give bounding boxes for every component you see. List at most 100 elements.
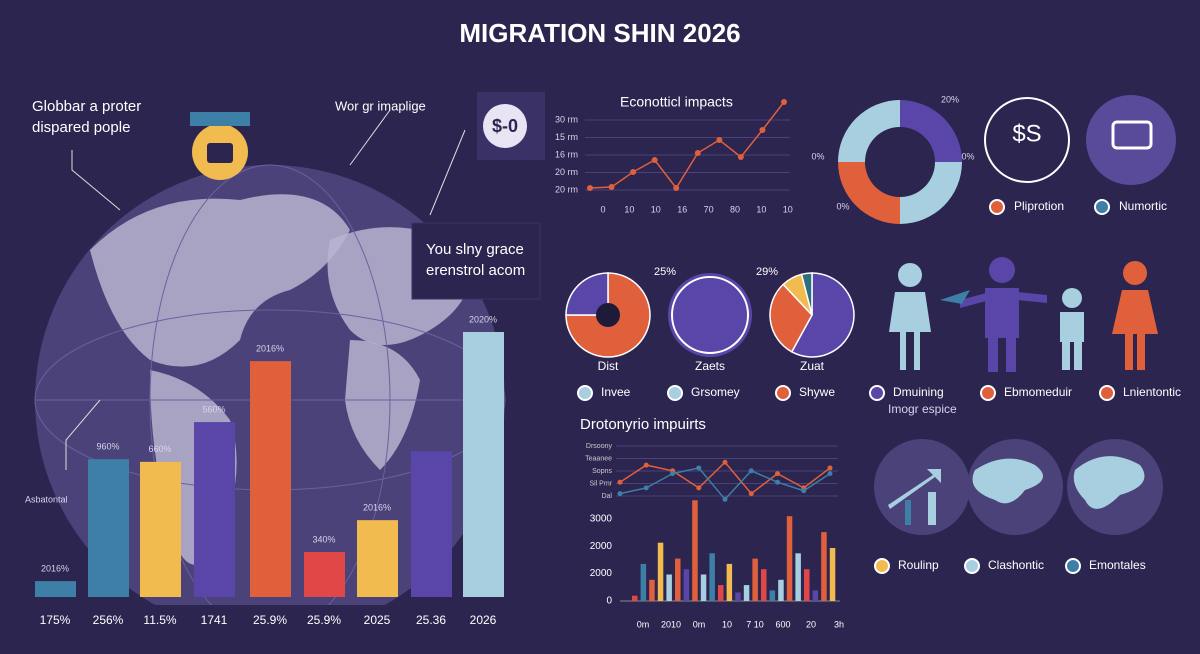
legend-dot bbox=[989, 199, 1005, 215]
point bbox=[617, 479, 623, 485]
x-label: 0m bbox=[637, 619, 650, 629]
legend-dot bbox=[577, 385, 593, 401]
y-label: 20 rm bbox=[555, 184, 578, 194]
x-label: 11.5% bbox=[143, 613, 176, 627]
point bbox=[827, 471, 833, 477]
bar bbox=[649, 579, 655, 601]
point bbox=[759, 127, 766, 133]
legend-dot bbox=[1065, 558, 1081, 574]
bar bbox=[140, 461, 181, 597]
bar bbox=[769, 590, 776, 601]
bar-label: 660% bbox=[148, 444, 171, 454]
bar-label: 2016% bbox=[363, 503, 391, 513]
legend-extra: Imogr espice bbox=[888, 402, 957, 416]
legend-dot bbox=[1094, 199, 1110, 215]
badge-text: $-0 bbox=[492, 116, 518, 136]
line-label: Teaanee bbox=[585, 455, 612, 462]
x-label: 16 bbox=[677, 204, 687, 214]
y-label: 30 rm bbox=[555, 114, 578, 124]
box-text: erenstrol acom bbox=[426, 262, 525, 279]
suitcase bbox=[207, 143, 233, 163]
point bbox=[827, 465, 833, 471]
bar bbox=[250, 361, 291, 597]
bar bbox=[726, 563, 733, 601]
point bbox=[643, 485, 649, 491]
bar bbox=[709, 553, 715, 601]
point bbox=[673, 185, 680, 191]
pie-label: Zuat bbox=[800, 359, 825, 373]
bar bbox=[304, 551, 345, 597]
x-label: 25.9% bbox=[307, 613, 341, 627]
callout-text: Globbar a proter bbox=[32, 98, 141, 115]
point bbox=[617, 491, 623, 497]
x-label: 10 bbox=[783, 204, 793, 214]
x-label: 3h bbox=[834, 619, 844, 629]
pie-slice bbox=[900, 100, 962, 162]
x-label: 10 bbox=[651, 204, 661, 214]
y-label: 20 rm bbox=[555, 167, 578, 177]
legend-dot bbox=[869, 385, 885, 401]
chart-title: Econotticl impacts bbox=[620, 94, 733, 110]
bar bbox=[463, 332, 504, 597]
bar bbox=[35, 581, 76, 597]
x-label: 600 bbox=[775, 619, 790, 629]
donut-label: 0% bbox=[836, 201, 849, 211]
legend-label: Pliprotion bbox=[1014, 199, 1064, 213]
y-label: 16 rm bbox=[555, 149, 578, 159]
point bbox=[748, 468, 754, 474]
line-label: Sopns bbox=[592, 468, 612, 475]
x-label: 7 10 bbox=[746, 619, 764, 629]
globe-label: Wor gr imaplige bbox=[335, 98, 426, 113]
pie-label: Zaets bbox=[695, 359, 725, 373]
legend-dot bbox=[1099, 385, 1115, 401]
pie-slice bbox=[800, 272, 813, 316]
pie-slice bbox=[838, 162, 900, 224]
bar-label: 960% bbox=[96, 442, 119, 452]
x-label: 1741 bbox=[201, 613, 228, 627]
legend-dot bbox=[775, 385, 791, 401]
legend-dot bbox=[874, 558, 890, 574]
bar bbox=[657, 542, 664, 601]
y-label: 0 bbox=[606, 596, 612, 607]
donut-label: 20% bbox=[941, 94, 959, 104]
pie-slice bbox=[565, 272, 609, 316]
legend-label: Numortic bbox=[1119, 199, 1167, 213]
x-label: 10 bbox=[756, 204, 766, 214]
pie-label: Dist bbox=[598, 359, 619, 373]
pie-percent: 25% bbox=[654, 266, 676, 278]
bar bbox=[640, 563, 647, 601]
chat-icon bbox=[1111, 120, 1153, 150]
point bbox=[775, 479, 780, 485]
legend-label: Invee bbox=[601, 385, 631, 399]
chart-title: Drotonyrio impuirts bbox=[580, 416, 706, 433]
x-label: 80 bbox=[730, 204, 740, 214]
bar bbox=[632, 595, 638, 601]
point bbox=[608, 184, 615, 190]
x-label: 10 bbox=[624, 204, 634, 214]
pie-slice bbox=[790, 272, 855, 358]
pie-slice bbox=[565, 272, 651, 358]
x-label: 0 bbox=[600, 204, 605, 214]
line-label: Sil Pmr bbox=[589, 480, 612, 487]
bar bbox=[812, 590, 819, 601]
money-circle bbox=[984, 97, 1070, 183]
bar bbox=[683, 569, 690, 601]
pie-slice bbox=[838, 100, 900, 162]
y-label: 3000 bbox=[590, 514, 613, 525]
pie-percent: 29% bbox=[756, 266, 778, 278]
legend-dot bbox=[980, 385, 996, 401]
line-label: Dal bbox=[601, 493, 612, 500]
donut-label: 0% bbox=[811, 151, 824, 161]
point bbox=[775, 471, 780, 477]
title: MIGRATION SHIN 2026 bbox=[459, 18, 740, 48]
point bbox=[716, 137, 723, 143]
bar bbox=[700, 574, 707, 601]
bar bbox=[735, 592, 741, 601]
legend-dot bbox=[964, 558, 980, 574]
bar-label: 2020% bbox=[469, 314, 497, 324]
line bbox=[589, 101, 785, 190]
bar bbox=[778, 579, 784, 601]
bar bbox=[675, 558, 681, 601]
point bbox=[801, 488, 807, 494]
x-label: 10 bbox=[722, 619, 732, 629]
